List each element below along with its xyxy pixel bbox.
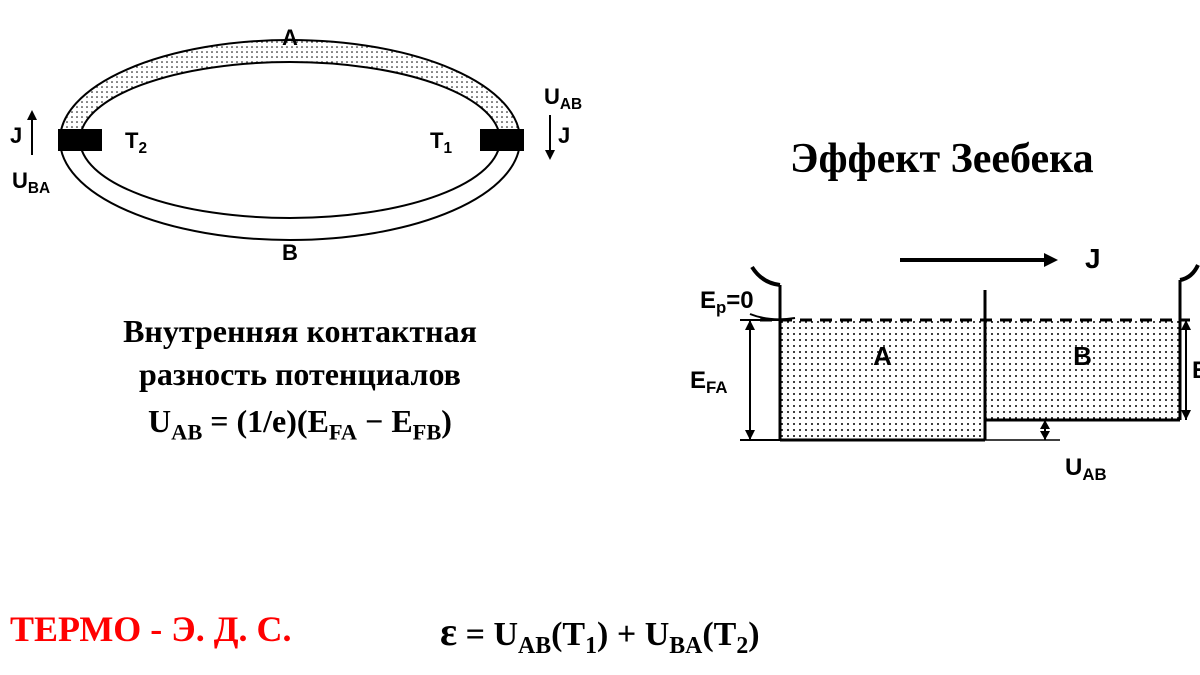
formula-uab: UAB = (1/e)(EFA − EFB): [50, 400, 550, 448]
svg-text:UBA: UBA: [12, 168, 50, 197]
eps-p2: (T: [551, 616, 585, 653]
page-title: Эффект Зеебека: [790, 135, 1094, 183]
svg-text:Ep=0: Ep=0: [700, 287, 754, 317]
svg-text:J: J: [10, 123, 22, 148]
uab-rhs-sub1: FA: [329, 420, 357, 445]
eps-s3: BA: [669, 633, 702, 659]
uab-rhs-mid: − E: [357, 403, 413, 439]
svg-text:В: В: [282, 240, 298, 265]
uab-lhs-sub: AB: [171, 420, 202, 445]
eps-p4: (T: [702, 616, 736, 653]
thermo-eds-label: ТЕРМО - Э. Д. С.: [10, 608, 291, 650]
svg-text:T1: T1: [430, 128, 452, 157]
formula-epsilon: ε = UAB(T1) + UBA(T2): [440, 608, 760, 660]
svg-text:В: В: [1073, 341, 1092, 371]
svg-text:А: А: [873, 341, 892, 371]
contact-potential-paragraph: Внутренняя контактная разность потенциал…: [50, 310, 550, 448]
eps-s4: 2: [736, 633, 748, 659]
eps-p3: ) + U: [597, 616, 669, 653]
uab-rhs-end: ): [441, 403, 452, 439]
svg-text:А: А: [282, 25, 298, 50]
paragraph-line-2: разность потенциалов: [50, 353, 550, 396]
svg-text:J: J: [1085, 243, 1101, 274]
eps-symbol: ε: [440, 609, 457, 654]
paragraph-line-1: Внутренняя контактная: [50, 310, 550, 353]
eps-s1: AB: [518, 633, 551, 659]
svg-text:UAB: UAB: [1065, 454, 1107, 484]
eps-p5: ): [748, 616, 759, 653]
uab-rhs-sub2: FB: [413, 420, 442, 445]
ring-diagram: А В T2 T1 J UBA J UAB: [0, 0, 620, 280]
eps-p1: = U: [457, 616, 518, 653]
svg-text:J: J: [558, 123, 570, 148]
svg-text:EFB: EFB: [1192, 357, 1200, 387]
svg-text:UAB: UAB: [544, 84, 582, 113]
uab-rhs1: = (1/e)(E: [202, 403, 329, 439]
svg-text:T2: T2: [125, 128, 147, 157]
energy-diagram: J Ep=0 А В EFA EFB UAB: [690, 230, 1200, 570]
svg-text:EFA: EFA: [690, 367, 727, 397]
uab-lhs: U: [148, 403, 171, 439]
eps-s2: 1: [585, 633, 597, 659]
